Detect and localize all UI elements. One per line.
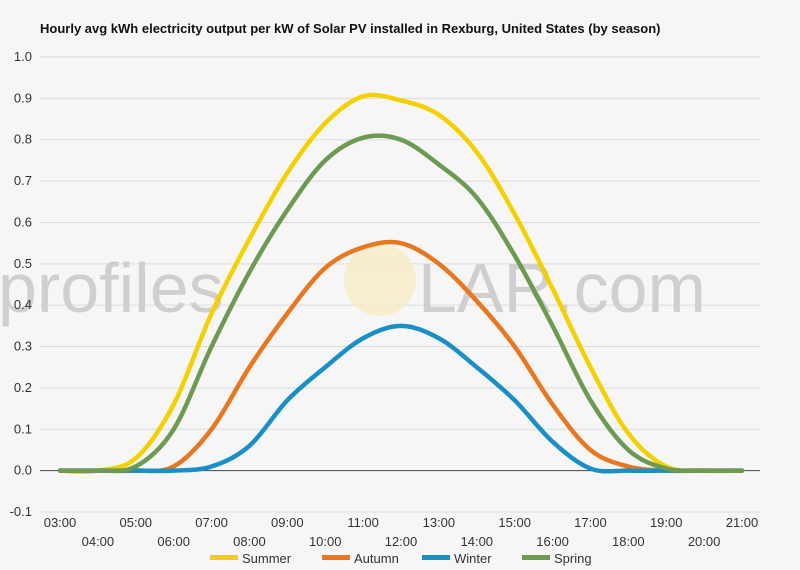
watermark: profiles LAR.com [0, 244, 706, 327]
series-line-autumn [57, 239, 745, 474]
x-tick-label: 19:00 [650, 515, 683, 530]
x-tick-label: 15:00 [498, 515, 531, 530]
y-tick-label: 1.0 [14, 49, 32, 64]
x-tick-label: 05:00 [120, 515, 153, 530]
x-tick-label: 06:00 [157, 534, 190, 549]
legend-swatch-summer [210, 555, 238, 560]
legend-label-autumn: Autumn [354, 551, 399, 566]
x-tick-label: 04:00 [82, 534, 115, 549]
y-axis-ticks: -0.1 0.0 0.1 0.2 0.3 0.4 0.5 0.6 0.7 0.8 0.9 1.0 [10, 49, 32, 519]
x-axis-ticks: 03:00 04:00 05:00 06:00 07:00 08:00 09:00 10:00… [44, 515, 759, 549]
legend-swatch-winter [422, 555, 450, 560]
y-tick-label: 0.3 [14, 339, 32, 354]
x-tick-label: 10:00 [309, 534, 342, 549]
y-tick-label: 0.9 [14, 90, 32, 105]
y-tick-label: 0.5 [14, 256, 32, 271]
y-tick-label: 0.1 [14, 421, 32, 436]
x-tick-label: 21:00 [726, 515, 759, 530]
y-tick-label: 0.7 [14, 173, 32, 188]
x-tick-label: 11:00 [347, 515, 379, 530]
legend: Summer Autumn Winter Spring [210, 551, 592, 566]
y-tick-label: 0.6 [14, 214, 32, 229]
x-tick-label: 09:00 [271, 515, 304, 530]
x-tick-label: 13:00 [423, 515, 456, 530]
chart-title: Hourly avg kWh electricity output per kW… [40, 21, 661, 36]
x-tick-label: 16:00 [536, 534, 569, 549]
legend-swatch-autumn [322, 555, 350, 560]
series-line-summer [57, 92, 745, 474]
x-tick-label: 08:00 [233, 534, 266, 549]
watermark-sun-logo [344, 244, 416, 316]
y-tick-label: 0.2 [14, 380, 32, 395]
series-line-winter [57, 323, 745, 474]
x-tick-label: 14:00 [461, 534, 494, 549]
watermark-left: profiles [0, 249, 224, 327]
x-tick-label: 17:00 [574, 515, 607, 530]
x-tick-label: 03:00 [44, 515, 77, 530]
series-lines [57, 92, 745, 474]
y-tick-label: -0.1 [10, 504, 32, 519]
x-tick-label: 20:00 [688, 534, 721, 549]
legend-label-spring: Spring [554, 551, 592, 566]
legend-label-winter: Winter [454, 551, 492, 566]
y-tick-label: 0.0 [14, 463, 32, 478]
x-tick-label: 07:00 [195, 515, 228, 530]
watermark-right: LAR.com [418, 249, 706, 327]
series-line-spring [57, 133, 745, 474]
y-tick-label: 0.8 [14, 132, 32, 147]
y-tick-label: 0.4 [14, 297, 32, 312]
legend-swatch-spring [522, 555, 550, 560]
x-tick-label: 12:00 [385, 534, 418, 549]
x-tick-label: 18:00 [612, 534, 645, 549]
legend-label-summer: Summer [242, 551, 292, 566]
